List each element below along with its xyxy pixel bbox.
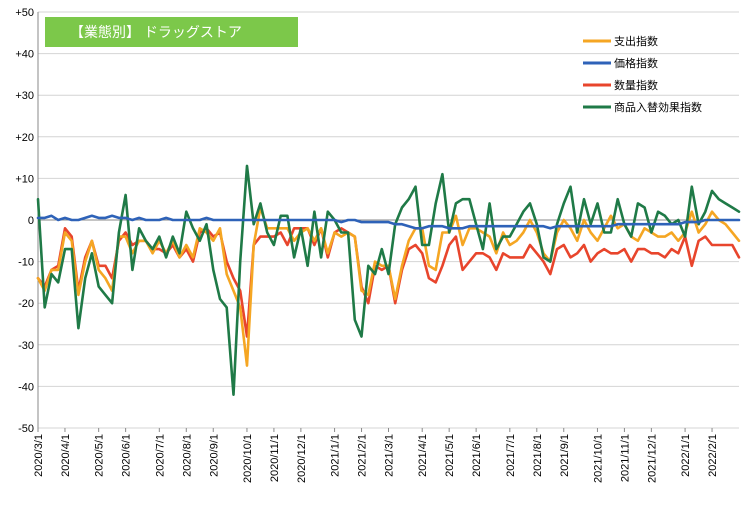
y-tick-label: -40	[18, 381, 34, 393]
x-tick-label: 2021/2/1	[357, 434, 369, 477]
legend-label: 商品入替効果指数	[614, 100, 702, 114]
x-tick-label: 2020/6/1	[121, 434, 133, 477]
x-tick-label: 2021/1/1	[330, 434, 342, 477]
y-tick-label: 0	[28, 215, 34, 227]
y-tick-label: -20	[18, 298, 34, 310]
x-tick-label: 2021/11/1	[619, 434, 631, 482]
x-tick-label: 2021/5/1	[444, 434, 456, 477]
legend-label: 数量指数	[614, 78, 658, 92]
series-lines	[36, 164, 741, 397]
x-tick-label: 2021/9/1	[559, 434, 571, 477]
y-axis-ticks: +50 +40 +30 +20 +10 0 -10 -20 -30 -40 -50	[15, 7, 34, 435]
y-tick-label: +30	[15, 90, 34, 102]
x-tick-label: 2020/5/1	[94, 434, 106, 477]
x-tick-label: 2021/6/1	[471, 434, 483, 477]
y-tick-label: +50	[15, 7, 34, 19]
x-axis-ticks: 2020/3/1 2020/4/1 2020/5/1 2020/6/1 2020/7/1…	[33, 428, 719, 483]
x-tick-label: 2020/8/1	[181, 434, 193, 477]
x-tick-label: 2020/11/1	[269, 434, 281, 482]
x-tick-label: 2020/7/1	[154, 434, 166, 477]
x-tick-label: 2021/7/1	[505, 434, 517, 477]
x-tick-label: 2020/4/1	[60, 434, 72, 477]
x-tick-label: 2021/8/1	[532, 434, 544, 477]
y-tick-label: -10	[18, 257, 34, 269]
series-line-3	[36, 164, 741, 397]
x-tick-label: 2021/3/1	[384, 434, 396, 477]
series-line-1	[36, 214, 741, 230]
x-tick-label: 2021/10/1	[592, 434, 604, 483]
x-tick-label: 2021/12/1	[646, 434, 658, 483]
chart-title-box	[45, 17, 298, 47]
y-tick-label: +20	[15, 132, 34, 144]
series-line-0	[36, 206, 741, 367]
y-tick-label: -30	[18, 340, 34, 352]
y-tick-label: +40	[15, 49, 34, 61]
legend-label: 価格指数	[614, 56, 658, 70]
y-tick-label: +10	[15, 173, 34, 185]
series-line-2	[36, 227, 741, 338]
chart-title: 【業態別】 ドラッグストア	[70, 24, 242, 40]
x-tick-label: 2022/1/1	[680, 434, 692, 477]
x-tick-label: 2022/2/1	[707, 434, 719, 477]
x-tick-label: 2020/3/1	[33, 434, 45, 477]
x-tick-label: 2020/9/1	[208, 434, 220, 477]
y-tick-label: -50	[18, 423, 34, 435]
x-tick-label: 2021/4/1	[417, 434, 429, 477]
legend-label: 支出指数	[614, 34, 658, 48]
x-tick-label: 2020/12/1	[296, 434, 308, 483]
x-tick-label: 2020/10/1	[242, 434, 254, 483]
